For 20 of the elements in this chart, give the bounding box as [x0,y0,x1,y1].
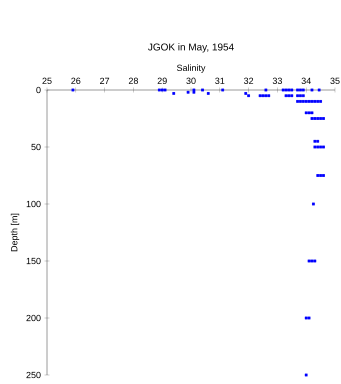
x-tick-label: 26 [71,78,80,84]
y-tick-label: 200 [26,314,41,322]
x-tick-label: 29 [158,78,167,84]
chart-title: JGOK in May, 1954 [148,43,234,52]
y-tick-label: 0 [36,86,41,94]
y-axis-title: Depth [m] [10,214,20,252]
y-tick-label: 100 [26,200,41,208]
x-tick-label: 33 [272,78,282,84]
y-tick-label: 150 [26,258,41,264]
x-tick-label: 25 [42,78,52,84]
x-tick-label: 32 [244,78,254,84]
x-tick-label: 28 [128,78,138,84]
x-tick-label: 30 [186,78,196,84]
x-axis-title: Salinity [176,64,206,73]
y-tick-label: 50 [31,144,41,150]
y-tick-label: 250 [26,372,41,378]
x-tick-label: 31 [215,78,224,84]
x-tick-label: 27 [100,78,110,84]
x-tick-label: 35 [330,78,340,84]
x-tick-label: 34 [302,78,311,84]
